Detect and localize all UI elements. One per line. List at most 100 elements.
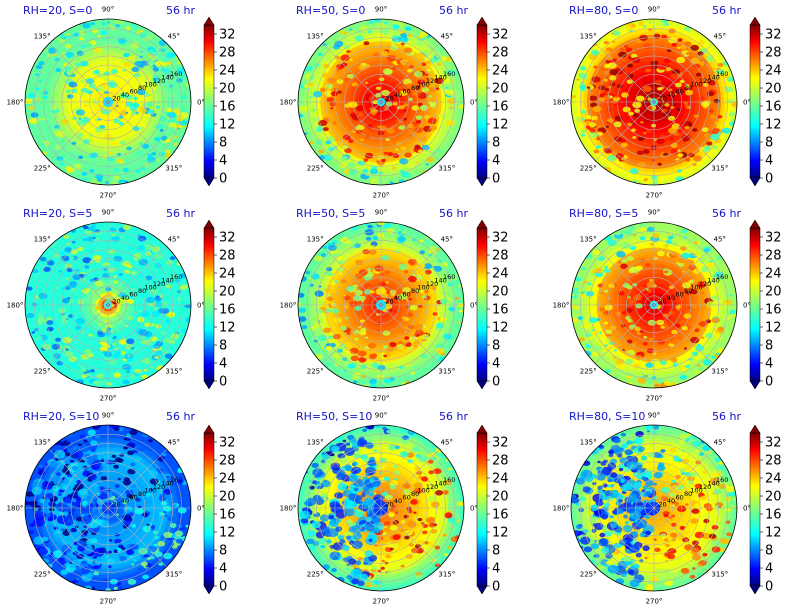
angular-grid-spoke: [49, 101, 109, 161]
colorbar-tick-label: 32: [765, 436, 782, 451]
colorbar-tick-label: 4: [492, 562, 500, 577]
colorbar-gradient: [203, 24, 215, 179]
colorbar-tick-label: 32: [219, 436, 236, 451]
angular-tick-label: 180°: [553, 99, 570, 107]
radial-tick-label: 120: [153, 483, 165, 491]
angular-tick-label: 0°: [197, 505, 205, 513]
radial-tick-label: 140: [434, 73, 446, 81]
colorbar-tick-label: 12: [765, 526, 782, 541]
angular-grid-spoke: [380, 246, 440, 306]
colorbar-tick-label: 20: [492, 490, 509, 505]
colorbar-tick-label: 20: [219, 82, 236, 97]
angular-grid-spoke: [107, 507, 167, 567]
radial-tick-label: 80: [138, 490, 146, 498]
colorbar-tick-label: 20: [219, 490, 236, 505]
radial-tick-label: 140: [161, 479, 173, 487]
radial-tick-label: 120: [699, 77, 711, 85]
angular-grid-spoke: [595, 246, 655, 306]
angular-grid-spoke: [49, 507, 109, 567]
colorbar-tick-label: 20: [765, 490, 782, 505]
colorbar-extend-max: [203, 219, 215, 229]
radial-tick-label: 20: [112, 501, 120, 509]
angular-tick-label: 270°: [646, 395, 663, 403]
angular-tick-label: 90°: [102, 209, 114, 217]
angular-grid-spoke: [380, 449, 440, 509]
angular-grid-spoke: [49, 43, 109, 103]
radial-tick-label: 120: [699, 280, 711, 288]
panel-time-label: 56 hr: [166, 410, 195, 423]
panel-title: RH=80, S=10: [569, 410, 645, 423]
colorbar-tick-label: 4: [765, 154, 773, 169]
angular-tick-label: 90°: [648, 412, 660, 420]
colorbar-tick-label: 20: [492, 285, 509, 300]
angular-tick-label: 225°: [307, 367, 324, 375]
angular-tick-label: 45°: [714, 236, 726, 244]
colorbar-tick-label: 8: [492, 544, 500, 559]
colorbar-tick-label: 16: [492, 508, 509, 523]
colorbar-tick-label: 24: [219, 267, 236, 282]
radial-tick-label: 80: [684, 287, 692, 295]
angular-tick-label: 225°: [580, 164, 597, 172]
colorbar-tick-label: 28: [219, 46, 236, 61]
colorbar-tick-label: 24: [492, 472, 509, 487]
angular-grid-spoke: [380, 43, 440, 103]
radial-tick-label: 100: [417, 80, 429, 88]
colorbar-tick-label: 24: [492, 267, 509, 282]
colorbar-tick-label: 32: [765, 231, 782, 246]
panel-title: RH=50, S=0: [296, 4, 365, 17]
panel-7: 90°45°0°315°270°225°180°135°20 40 60 801001…: [7, 410, 236, 606]
colorbar-tick-label: 4: [765, 562, 773, 577]
colorbar-tick-label: 20: [492, 82, 509, 97]
colorbar-tick-label: 8: [219, 544, 227, 559]
angular-tick-label: 45°: [714, 33, 726, 41]
radial-tick-label: 140: [161, 276, 173, 284]
colorbar: 0 4 8 12 16 20 24 28 32: [203, 424, 236, 595]
angular-grid-spoke: [595, 304, 655, 364]
radial-tick-label: 40: [667, 91, 675, 99]
polar-axis-outline: [570, 424, 738, 592]
radial-tick-label: 160: [443, 70, 455, 78]
angular-tick-label: 45°: [714, 439, 726, 447]
angular-tick-label: 180°: [280, 505, 297, 513]
angular-tick-label: 135°: [34, 439, 51, 447]
angular-tick-label: 180°: [7, 505, 24, 513]
radial-tick-label: 20: [658, 298, 666, 306]
angular-grid-spoke: [653, 43, 713, 103]
colorbar-tick-label: 16: [765, 303, 782, 318]
colorbar-tick-label: 4: [492, 357, 500, 372]
radial-tick-label: 60: [129, 87, 137, 95]
radial-tick-label: 40: [121, 497, 129, 505]
polar-axis-outline: [570, 18, 738, 186]
radial-tick-label: 140: [707, 73, 719, 81]
colorbar: 0 4 8 12 16 20 24 28 32: [749, 219, 782, 390]
colorbar-tick-label: 8: [765, 339, 773, 354]
colorbar-tick-label: 4: [219, 357, 227, 372]
radial-tick-label: 40: [667, 294, 675, 302]
colorbar-tick-label: 16: [492, 303, 509, 318]
polar-axis-outline: [297, 424, 465, 592]
radial-tick-label: 100: [144, 486, 156, 494]
colorbar-tick-label: 20: [765, 82, 782, 97]
radial-tick-label: 20: [385, 501, 393, 509]
colorbar-tick-label: 16: [219, 100, 236, 115]
angular-tick-label: 180°: [7, 99, 24, 107]
angular-tick-label: 315°: [165, 570, 182, 578]
colorbar-extend-max: [749, 219, 761, 229]
panel-title: RH=20, S=10: [23, 410, 99, 423]
colorbar-tick-label: 28: [219, 454, 236, 469]
angular-tick-label: 270°: [100, 192, 117, 200]
radial-tick-label: 160: [716, 70, 728, 78]
panel-time-label: 56 hr: [712, 410, 741, 423]
angular-tick-label: 0°: [470, 99, 478, 107]
colorbar-tick-label: 16: [492, 100, 509, 115]
colorbar-tick-label: 16: [765, 100, 782, 115]
colorbar-tick-label: 0: [765, 375, 773, 390]
colorbar-tick-label: 0: [492, 172, 500, 187]
panel-time-label: 56 hr: [439, 4, 468, 17]
angular-tick-label: 135°: [580, 236, 597, 244]
radial-tick-label: 60: [129, 493, 137, 501]
angular-tick-label: 180°: [280, 99, 297, 107]
angular-tick-label: 135°: [580, 33, 597, 41]
panel-title: RH=50, S=10: [296, 410, 372, 423]
angular-tick-label: 135°: [34, 33, 51, 41]
